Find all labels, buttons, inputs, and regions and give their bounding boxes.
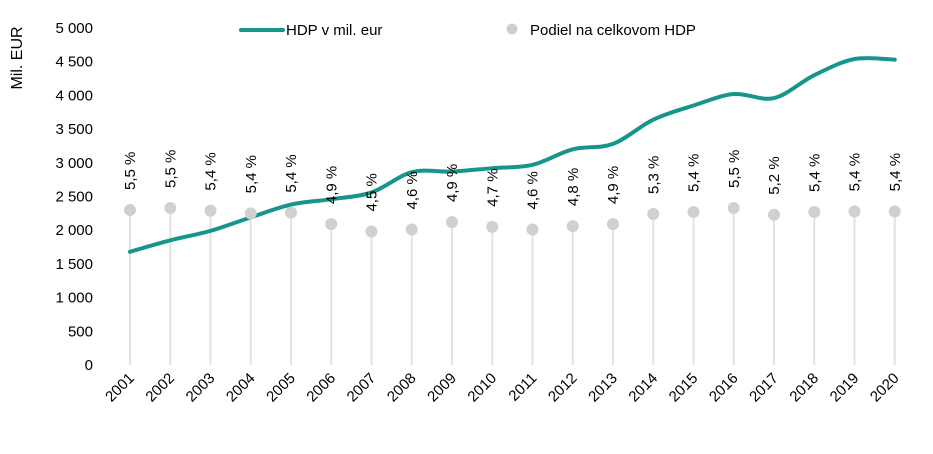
y-tick-label: 3 500 — [55, 121, 93, 138]
y-axis-label: Mil. EUR — [9, 26, 26, 89]
drop-lines — [129, 207, 896, 365]
share-label: 4,9 % — [323, 166, 340, 204]
x-tick-label: 2005 — [263, 370, 299, 406]
share-label: 5,4 % — [847, 153, 864, 191]
share-label: 5,2 % — [766, 156, 783, 194]
share-label: 4,8 % — [565, 168, 582, 206]
x-tick-label: 2015 — [666, 370, 702, 406]
share-dot — [566, 220, 579, 233]
share-dot — [405, 223, 418, 236]
share-dot — [164, 201, 177, 214]
share-dot — [768, 208, 780, 221]
y-tick-label: 2 000 — [55, 222, 93, 239]
y-tick-label: 4 000 — [55, 87, 93, 104]
y-tick-label: 2 500 — [55, 189, 93, 206]
share-label: 5,5 % — [162, 150, 179, 188]
share-dot — [486, 220, 499, 233]
share-label: 4,5 % — [364, 173, 381, 211]
share-label: 4,9 % — [605, 166, 622, 204]
y-tick-label: 4 500 — [55, 54, 93, 71]
share-dot — [124, 203, 136, 216]
dot-series — [124, 201, 901, 238]
x-tick-label: 2003 — [183, 370, 219, 406]
share-dot — [204, 204, 217, 217]
share-dot — [244, 207, 257, 220]
y-tick-label: 5 000 — [55, 20, 93, 37]
share-label: 5,4 % — [806, 154, 823, 192]
share-label: 4,6 % — [525, 171, 542, 209]
share-dot — [607, 218, 619, 231]
share-dot — [687, 206, 700, 219]
share-dot — [526, 223, 539, 236]
x-tick-label: 2010 — [464, 370, 500, 406]
x-tick-label: 2011 — [505, 370, 540, 405]
share-label: 5,4 % — [887, 153, 904, 191]
share-label: 5,3 % — [645, 156, 662, 194]
x-tick-label: 2020 — [867, 370, 903, 406]
share-label: 4,9 % — [444, 164, 461, 202]
x-tick-label: 2013 — [585, 370, 621, 406]
data-labels: 5,5 % 5,5 % 5,4 % 5,4 % 5,4 % 4,9 % 4,5 % 4,6 %… — [122, 150, 904, 212]
x-tick-label: 2001 — [102, 370, 138, 406]
share-label: 5,4 % — [203, 152, 220, 190]
y-tick-label: 1 000 — [55, 290, 93, 307]
share-label: 4,7 % — [484, 168, 501, 206]
x-tick-label: 2007 — [344, 370, 380, 406]
share-dot — [446, 216, 458, 229]
y-axis-ticks: 0 500 1 000 1 500 2 000 2 500 3 000 3 500 4 000 4… — [55, 20, 93, 374]
x-tick-label: 2004 — [223, 370, 259, 406]
x-tick-label: 2009 — [424, 370, 460, 406]
share-dot — [325, 218, 338, 231]
y-tick-label: 3 000 — [55, 155, 93, 172]
share-dot — [888, 205, 901, 218]
legend: HDP v mil. eur Podiel na celkovom HDP — [239, 22, 696, 39]
x-tick-label: 2019 — [827, 370, 863, 406]
x-tick-label: 2018 — [786, 370, 822, 406]
legend-dot-label: Podiel na celkovom HDP — [530, 22, 696, 39]
x-tick-label: 2006 — [303, 370, 339, 406]
share-dot — [647, 208, 660, 221]
share-dot — [365, 225, 378, 238]
share-dot — [727, 201, 740, 214]
legend-line-label: HDP v mil. eur — [286, 22, 382, 39]
x-tick-label: 2016 — [706, 370, 742, 406]
share-label: 5,4 % — [686, 154, 703, 192]
y-tick-label: 1 500 — [55, 256, 93, 273]
share-label: 5,4 % — [243, 155, 260, 193]
legend-dot-swatch — [506, 23, 518, 35]
share-dot — [848, 205, 861, 218]
x-tick-label: 2014 — [625, 370, 661, 406]
share-dot — [285, 206, 297, 219]
x-tick-label: 2008 — [384, 370, 420, 406]
y-tick-label: 0 — [85, 357, 93, 374]
share-label: 5,5 % — [726, 150, 743, 188]
y-tick-label: 500 — [68, 323, 93, 340]
gdp-line — [128, 56, 897, 254]
x-tick-label: 2017 — [746, 370, 782, 406]
share-dot — [808, 206, 821, 219]
share-label: 5,5 % — [122, 152, 139, 190]
share-label: 4,6 % — [404, 171, 421, 209]
x-tick-label: 2012 — [545, 370, 581, 406]
x-tick-label: 2002 — [142, 370, 178, 406]
line-series — [128, 56, 897, 254]
share-label: 5,4 % — [283, 154, 300, 192]
x-axis-ticks: 2001 2002 2003 2004 2005 2006 2007 2008 2009 2010… — [102, 370, 902, 406]
